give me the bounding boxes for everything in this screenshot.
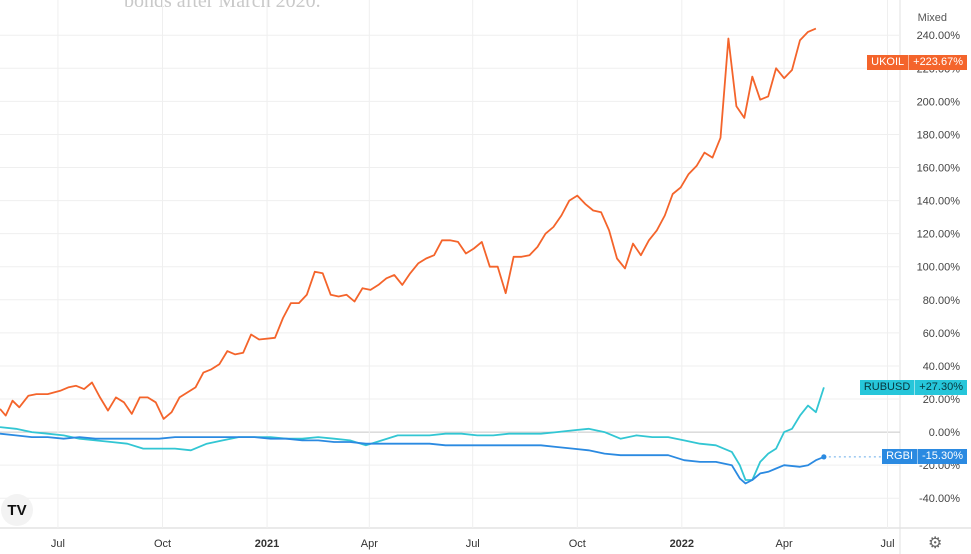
series-lines	[0, 27, 900, 485]
x-tick-label: Apr	[361, 538, 378, 550]
rgbi-symbol: RGBI	[882, 449, 918, 465]
rgbi-series-line	[0, 432, 825, 485]
rubusd-last-value-tag: RUBUSD +27.30%	[859, 379, 967, 395]
gear-icon[interactable]: ⚙	[928, 535, 943, 552]
rubusd-change: +27.30%	[914, 379, 967, 395]
ukoil-change: +223.67%	[908, 54, 967, 70]
ukoil-symbol: UKOIL	[867, 54, 909, 70]
y-tick-label: 0.00%	[929, 427, 960, 439]
x-tick-label: Apr	[776, 538, 793, 550]
x-tick-label: Oct	[569, 538, 586, 550]
x-tick-label: 2021	[255, 538, 279, 550]
article-caption: bonds after March 2020.	[124, 0, 321, 12]
y-tick-label: -40.00%	[919, 493, 960, 505]
rgbi-change: -15.30%	[917, 449, 967, 465]
y-tick-label: 180.00%	[917, 129, 961, 141]
ukoil-last-value-tag: UKOIL +223.67%	[867, 54, 967, 70]
y-tick-label: 100.00%	[917, 262, 961, 274]
x-tick-label: Jul	[51, 538, 65, 550]
y-axis: 240.00%220.00%200.00%180.00%160.00%140.0…	[917, 30, 961, 505]
y-tick-label: 40.00%	[923, 361, 961, 373]
y-tick-label: 80.00%	[923, 295, 961, 307]
x-tick-label: Jul	[880, 538, 894, 550]
price-scale-mode[interactable]: Mixed	[917, 12, 947, 24]
x-axis: Jul Oct 2021 Apr Jul Oct 2022 Apr Jul	[51, 538, 895, 550]
x-tick-label: 2022	[670, 538, 694, 550]
y-tick-label: 200.00%	[917, 96, 961, 108]
rgbi-last-point	[821, 454, 827, 460]
y-tick-label: 60.00%	[923, 328, 961, 340]
rubusd-symbol: RUBUSD	[859, 379, 915, 395]
rgbi-last-value-tag: RGBI -15.30%	[882, 449, 967, 465]
y-tick-label: 160.00%	[917, 163, 961, 175]
y-tick-label: 120.00%	[917, 229, 961, 241]
tradingview-logo-icon[interactable]: TV	[1, 494, 33, 526]
y-tick-label: 20.00%	[923, 394, 961, 406]
rubusd-series-line	[0, 387, 825, 481]
y-tick-label: 140.00%	[917, 196, 961, 208]
ukoil-series-line	[0, 27, 817, 420]
x-tick-label: Jul	[466, 538, 480, 550]
y-tick-label: 240.00%	[917, 30, 961, 42]
x-tick-label: Oct	[154, 538, 171, 550]
